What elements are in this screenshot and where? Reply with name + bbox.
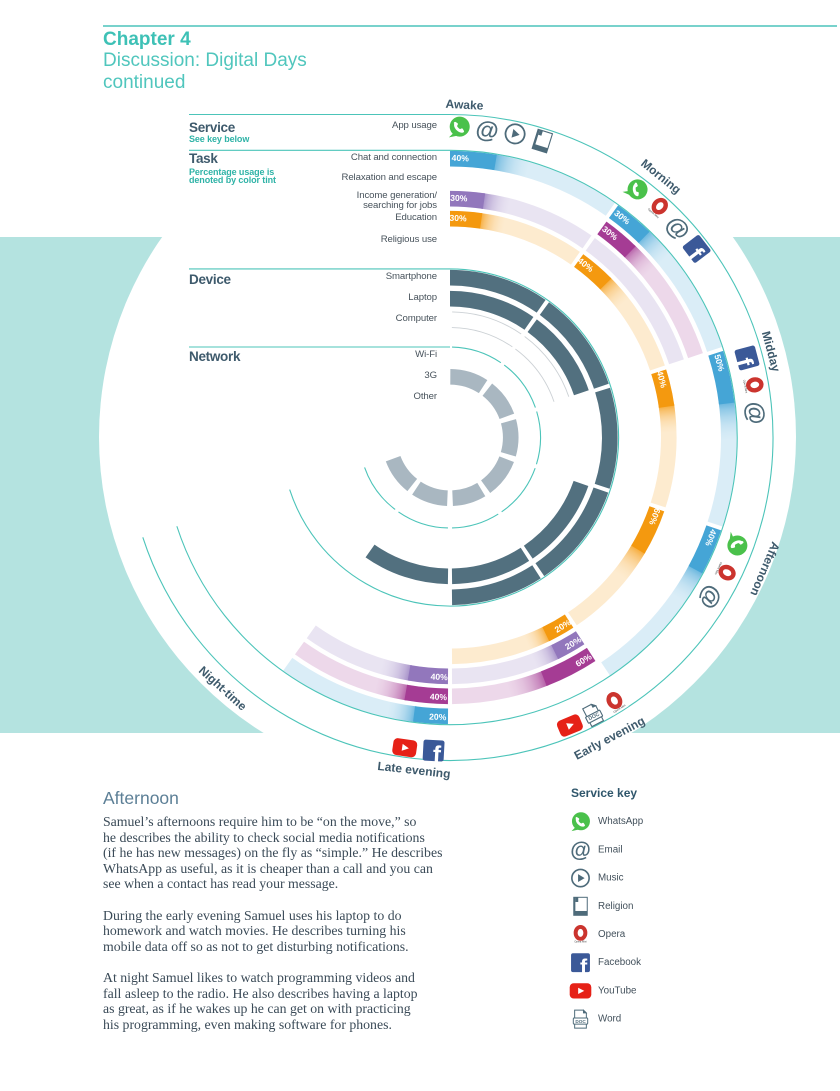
- svg-text:YouTube: YouTube: [598, 985, 637, 996]
- svg-text:40%: 40%: [430, 671, 448, 682]
- svg-text:WhatsApp: WhatsApp: [598, 816, 644, 827]
- svg-text:Word: Word: [598, 1014, 621, 1025]
- svg-text:30%: 30%: [449, 213, 467, 224]
- svg-text:Music: Music: [598, 873, 624, 884]
- svg-text:40%: 40%: [430, 691, 448, 702]
- svg-text:40%: 40%: [451, 153, 469, 164]
- svg-text:Awake: Awake: [445, 97, 484, 113]
- svg-text:Email: Email: [598, 844, 623, 855]
- svg-text:Religion: Religion: [598, 901, 633, 912]
- svg-text:Service key: Service key: [571, 786, 637, 800]
- svg-text:30%: 30%: [450, 193, 468, 204]
- svg-text:20%: 20%: [429, 711, 447, 722]
- svg-text:50%: 50%: [712, 353, 726, 373]
- svg-text:Opera: Opera: [598, 929, 626, 940]
- svg-text:Facebook: Facebook: [598, 957, 641, 968]
- svg-text:40%: 40%: [655, 370, 669, 390]
